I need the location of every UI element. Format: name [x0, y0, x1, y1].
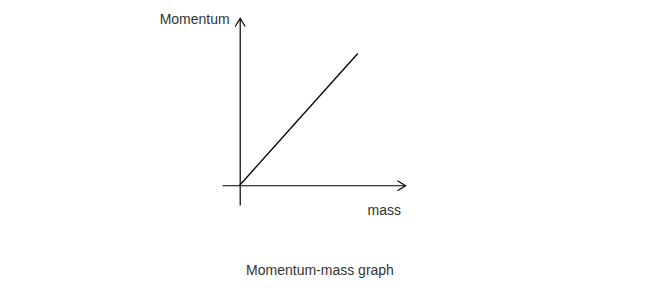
plot-area [240, 54, 358, 186]
y-axis-title: Momentum [160, 11, 230, 27]
y-axis [240, 19, 241, 206]
data-line [240, 54, 358, 186]
chart-title: Momentum-mass graph [246, 262, 394, 278]
x-axis-title: mass [368, 202, 401, 218]
x-axis [223, 185, 406, 186]
axis-line [223, 185, 406, 186]
chart: Momentum mass Momentum-mass graph [0, 0, 662, 302]
axis-line [240, 19, 241, 206]
